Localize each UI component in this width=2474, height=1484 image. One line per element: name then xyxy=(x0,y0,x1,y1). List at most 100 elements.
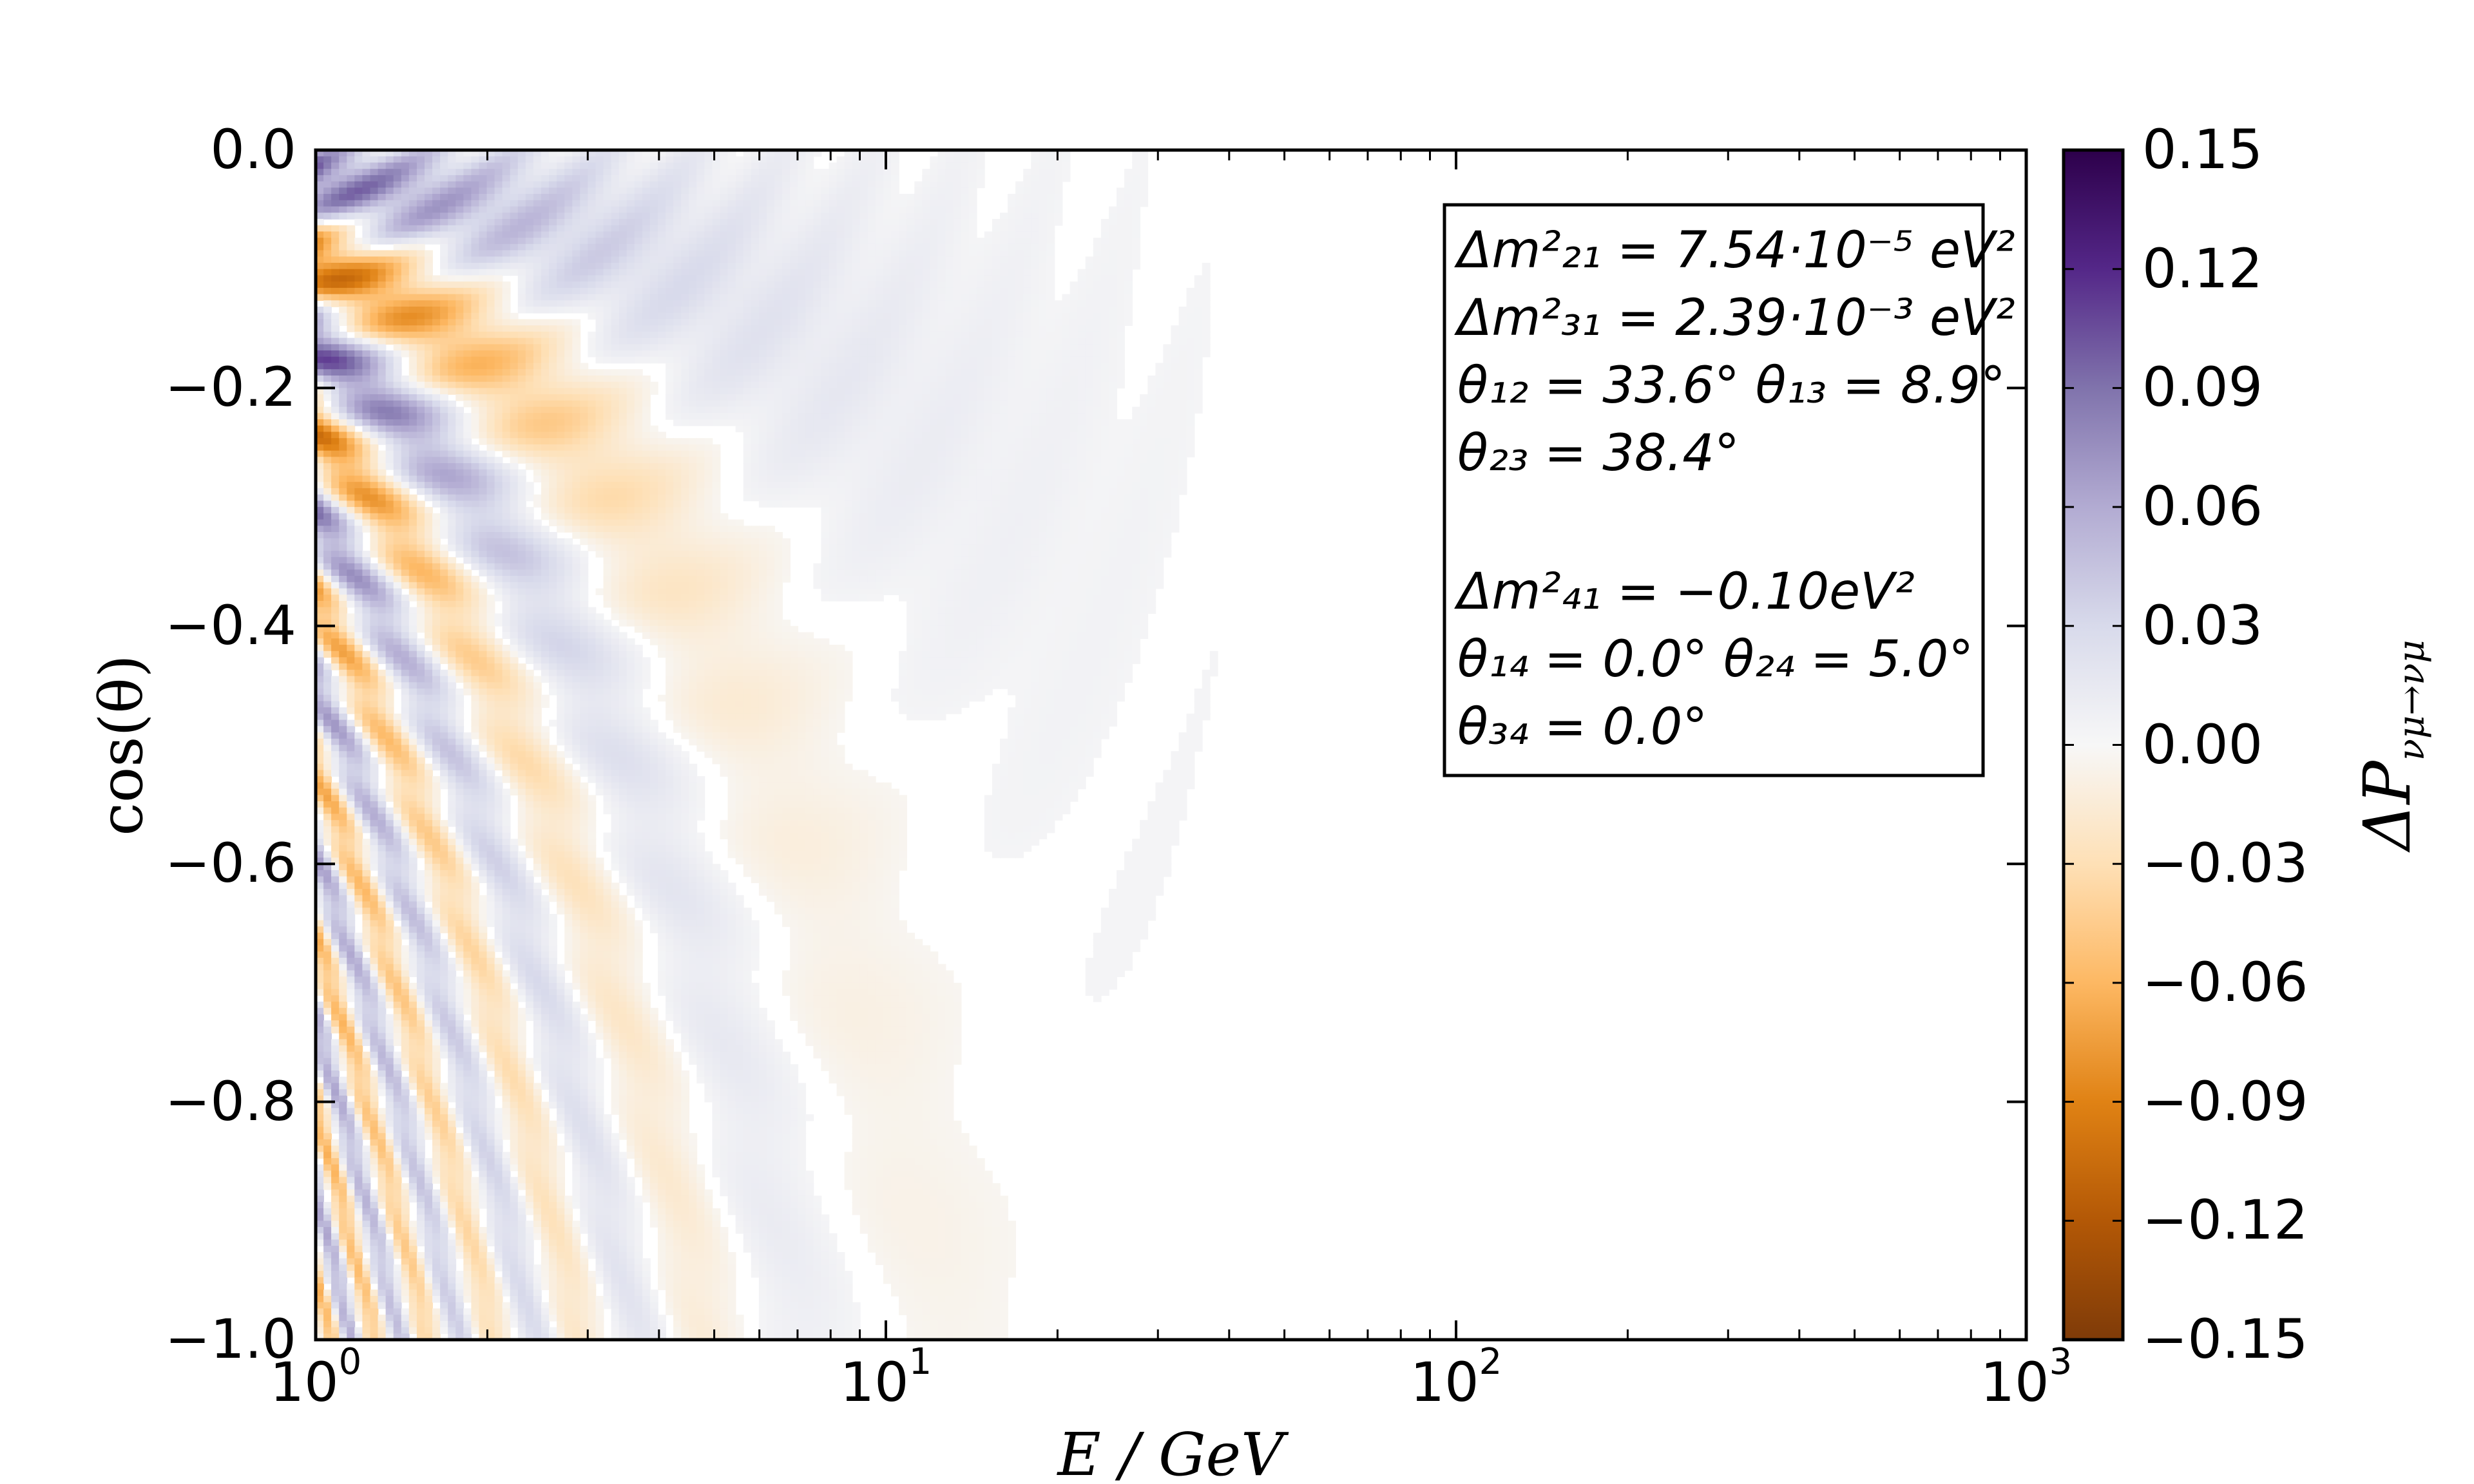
heatmap-cell xyxy=(432,1246,441,1253)
heatmap-cell xyxy=(440,839,448,846)
heatmap-cell xyxy=(463,1120,472,1128)
heatmap-cell xyxy=(463,569,472,576)
heatmap-cell xyxy=(339,732,348,739)
heatmap-cell xyxy=(416,657,425,664)
heatmap-cell xyxy=(339,1164,348,1172)
heatmap-cell xyxy=(502,331,511,339)
heatmap-cell xyxy=(370,563,379,571)
heatmap-cell xyxy=(486,425,495,433)
heatmap-cell xyxy=(525,331,534,339)
heatmap-cell xyxy=(378,500,387,508)
heatmap-cell xyxy=(378,914,387,921)
heatmap-cell xyxy=(316,989,324,996)
heatmap-cell xyxy=(448,1095,457,1103)
heatmap-cell xyxy=(448,1289,457,1297)
heatmap-cell xyxy=(479,1139,488,1146)
heatmap-cell xyxy=(370,770,379,777)
heatmap-cell xyxy=(517,1014,526,1021)
heatmap-cell xyxy=(323,595,332,602)
heatmap-cell xyxy=(370,689,379,696)
heatmap-cell xyxy=(471,951,480,958)
heatmap-cell xyxy=(502,770,511,777)
heatmap-cell xyxy=(479,832,488,840)
heatmap-cell xyxy=(486,864,495,871)
heatmap-cell xyxy=(378,713,387,721)
heatmap-cell xyxy=(525,225,534,233)
heatmap-cell xyxy=(440,1302,448,1309)
heatmap-cell xyxy=(362,225,371,233)
heatmap-cell xyxy=(323,1039,332,1046)
heatmap-cell xyxy=(432,845,441,852)
heatmap-cell xyxy=(494,682,503,689)
heatmap-cell xyxy=(416,1114,425,1121)
heatmap-cell xyxy=(408,751,417,758)
heatmap-cell xyxy=(408,1320,417,1328)
heatmap-cell xyxy=(455,701,465,708)
heatmap-cell xyxy=(440,551,448,558)
heatmap-cell xyxy=(479,1246,488,1253)
heatmap-cell xyxy=(339,1333,348,1340)
heatmap-cell xyxy=(416,444,425,452)
heatmap-cell xyxy=(455,1120,465,1128)
heatmap-cell xyxy=(502,1095,511,1103)
heatmap-cell xyxy=(471,213,480,220)
heatmap-cell xyxy=(463,1251,472,1259)
heatmap-cell xyxy=(494,1039,503,1046)
heatmap-cell xyxy=(331,312,340,320)
heatmap-cell xyxy=(463,914,472,921)
heatmap-cell xyxy=(486,538,495,546)
heatmap-cell xyxy=(479,225,488,233)
heatmap-cell xyxy=(510,970,519,977)
heatmap-cell xyxy=(432,726,441,733)
heatmap-cell xyxy=(316,413,324,420)
heatmap-cell xyxy=(416,982,425,990)
heatmap-cell xyxy=(370,1083,379,1090)
heatmap-cell xyxy=(425,469,433,477)
heatmap-cell xyxy=(425,400,433,408)
heatmap-cell xyxy=(385,682,394,689)
heatmap-cell xyxy=(331,1002,340,1009)
heatmap-cell xyxy=(486,463,495,470)
heatmap-cell xyxy=(425,444,433,452)
heatmap-cell xyxy=(432,1007,441,1015)
heatmap-cell xyxy=(479,526,488,533)
heatmap-cell xyxy=(408,914,417,921)
heatmap-cell xyxy=(362,576,371,583)
heatmap-cell xyxy=(463,275,472,282)
heatmap-cell xyxy=(378,250,387,257)
heatmap-cell xyxy=(471,1315,480,1322)
heatmap-cell xyxy=(354,300,363,307)
heatmap-cell xyxy=(479,294,488,301)
heatmap-cell xyxy=(432,419,441,426)
heatmap-cell xyxy=(339,1327,348,1335)
heatmap-cell xyxy=(425,689,433,696)
heatmap-cell xyxy=(408,1177,417,1184)
heatmap-cell xyxy=(448,958,457,965)
heatmap-cell xyxy=(339,526,348,533)
heatmap-cell xyxy=(316,845,324,852)
heatmap-cell xyxy=(339,1002,348,1009)
heatmap-cell xyxy=(354,620,363,627)
heatmap-cell xyxy=(471,275,480,282)
heatmap-cell xyxy=(362,1145,371,1153)
heatmap-cell xyxy=(455,738,465,746)
heatmap-cell xyxy=(378,556,387,564)
heatmap-cell xyxy=(339,281,348,289)
heatmap-cell xyxy=(510,526,519,533)
heatmap-cell xyxy=(494,256,503,263)
heatmap-cell xyxy=(455,807,465,815)
heatmap-cell xyxy=(370,1227,379,1234)
heatmap-cell xyxy=(378,1152,387,1159)
heatmap-cell xyxy=(416,356,425,364)
heatmap-cell xyxy=(393,538,402,546)
heatmap-cell xyxy=(517,1315,526,1322)
heatmap-cell xyxy=(440,763,448,771)
heatmap-cell xyxy=(432,1308,441,1315)
heatmap-cell xyxy=(362,933,371,940)
heatmap-cell xyxy=(370,826,379,833)
heatmap-cell xyxy=(455,1333,465,1340)
heatmap-cell xyxy=(416,870,425,877)
heatmap-cell xyxy=(463,213,472,220)
heatmap-cell xyxy=(378,745,387,752)
heatmap-cell xyxy=(525,400,534,408)
